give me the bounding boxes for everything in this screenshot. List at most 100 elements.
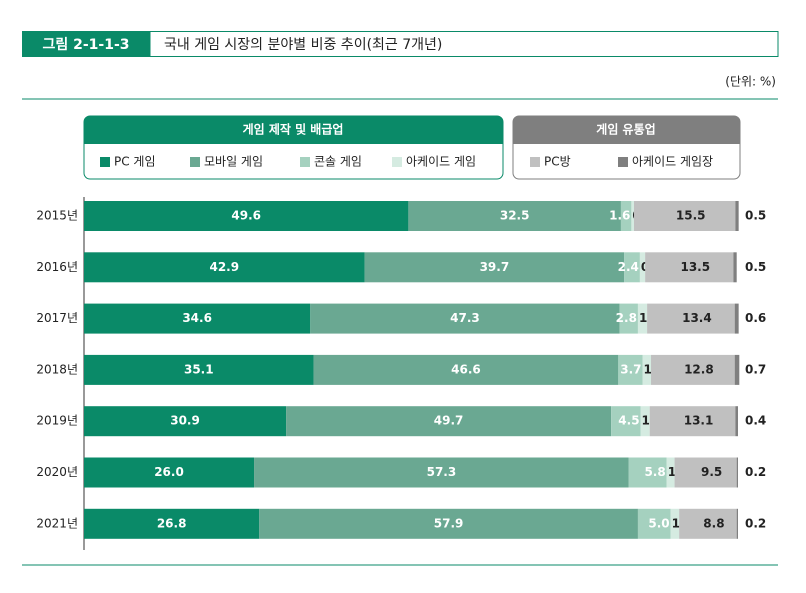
bar-segment xyxy=(679,508,737,539)
legend-swatch xyxy=(618,157,628,167)
bar-segment xyxy=(364,252,625,283)
title-box xyxy=(149,31,779,57)
legend-group-title: 게임 제작 및 배급업 xyxy=(243,122,344,137)
bar-segment xyxy=(310,303,620,334)
legend-swatch xyxy=(190,157,200,167)
bar-segment xyxy=(647,303,735,334)
value-label: 0.7 xyxy=(745,362,766,376)
bar-segment xyxy=(637,508,671,539)
value-label: 0.4 xyxy=(745,414,766,428)
value-label: 34.6 xyxy=(182,311,212,325)
bar-segment xyxy=(84,252,365,283)
value-label: 57.3 xyxy=(427,465,457,479)
value-label: 2.4 xyxy=(618,260,639,274)
bar-segment xyxy=(611,406,641,437)
value-label: 0.5 xyxy=(745,209,766,223)
bar-segment xyxy=(254,457,629,488)
bar-segment xyxy=(734,354,740,385)
value-label: 0.2 xyxy=(745,516,766,530)
y-tick-label: 2020년 xyxy=(36,465,78,479)
value-label: 13.4 xyxy=(682,311,712,325)
bar-segment xyxy=(736,508,738,539)
value-label: 46.6 xyxy=(451,362,481,376)
value-label: 13.1 xyxy=(684,414,714,428)
legend-swatch xyxy=(100,157,110,167)
y-tick-label: 2016년 xyxy=(36,260,78,274)
value-label: 5.0 xyxy=(648,516,669,530)
value-label: 35.1 xyxy=(184,362,214,376)
bar-segment xyxy=(634,201,736,231)
bar-segment xyxy=(674,457,737,488)
bar-segment xyxy=(733,252,737,283)
legend-label: 콘솔 게임 xyxy=(314,155,362,169)
legend-swatch xyxy=(300,157,310,167)
legend-header xyxy=(84,116,503,144)
value-label: 12.8 xyxy=(684,362,714,376)
value-label: 0.2 xyxy=(745,465,766,479)
value-label: 4.5 xyxy=(618,414,639,428)
value-label: 1.6 xyxy=(609,209,630,223)
bar-segment xyxy=(735,201,739,231)
legend-label: PC방 xyxy=(544,155,571,169)
bar-segment xyxy=(620,201,632,231)
unit-label: (단위: %) xyxy=(725,75,776,89)
bar-segment xyxy=(628,457,667,488)
bar-segment xyxy=(637,303,648,334)
bar-segment xyxy=(84,508,260,539)
value-label: 39.7 xyxy=(480,260,510,274)
value-label: 26.8 xyxy=(157,516,187,530)
y-tick-label: 2017년 xyxy=(36,311,78,325)
value-label: 32.5 xyxy=(500,209,530,223)
bar-segment xyxy=(619,303,638,334)
value-label: 47.3 xyxy=(450,311,480,325)
bar-segment xyxy=(84,354,314,385)
bar-segment xyxy=(666,457,675,488)
y-tick-label: 2018년 xyxy=(36,362,78,376)
y-tick-label: 2019년 xyxy=(36,414,78,428)
bar-segment xyxy=(286,406,612,437)
value-label: 2.8 xyxy=(616,311,637,325)
figure-label-box xyxy=(22,31,150,57)
y-tick-label: 2021년 xyxy=(36,516,78,530)
legend-swatch xyxy=(530,157,540,167)
bar-segment xyxy=(734,303,739,334)
bar-segment xyxy=(313,354,619,385)
bar-segment xyxy=(670,508,680,539)
value-label: 30.9 xyxy=(170,414,200,428)
bar-segment xyxy=(624,252,640,283)
legend-label: 아케이드 게임 xyxy=(406,155,476,169)
bar-segment xyxy=(640,406,650,437)
figure-label: 그림 2-1-1-3 xyxy=(42,37,129,53)
legend-label: 모바일 게임 xyxy=(204,155,263,169)
bar-segment xyxy=(84,303,311,334)
value-label: 0.6 xyxy=(745,311,766,325)
value-label: 3.7 xyxy=(620,362,641,376)
bar-segment xyxy=(84,457,255,488)
legend-group-title: 게임 유통업 xyxy=(596,122,655,137)
value-label: 0.5 xyxy=(745,260,766,274)
bar-segment xyxy=(649,406,736,437)
bar-segment xyxy=(642,354,652,385)
value-label: 8.8 xyxy=(703,516,724,530)
bar-segment xyxy=(408,201,621,231)
bar-segment xyxy=(259,508,638,539)
legend-swatch xyxy=(392,157,402,167)
bar-segment xyxy=(84,201,409,231)
value-label: 26.0 xyxy=(154,465,184,479)
value-label: 49.6 xyxy=(231,209,261,223)
bar-segment xyxy=(651,354,735,385)
bar-segment xyxy=(84,406,287,437)
value-label: 13.5 xyxy=(680,260,710,274)
value-label: 57.9 xyxy=(434,516,464,530)
y-tick-label: 2015년 xyxy=(36,209,78,223)
legend-label: PC 게임 xyxy=(114,155,156,169)
bar-segment xyxy=(645,252,734,283)
value-label: 15.5 xyxy=(676,209,706,223)
bar-segment xyxy=(735,406,738,437)
bar-segment xyxy=(631,201,635,231)
value-label: 5.8 xyxy=(644,465,665,479)
bar-segment xyxy=(618,354,643,385)
value-label: 9.5 xyxy=(701,465,722,479)
legend-header xyxy=(513,116,740,144)
value-label: 42.9 xyxy=(209,260,239,274)
